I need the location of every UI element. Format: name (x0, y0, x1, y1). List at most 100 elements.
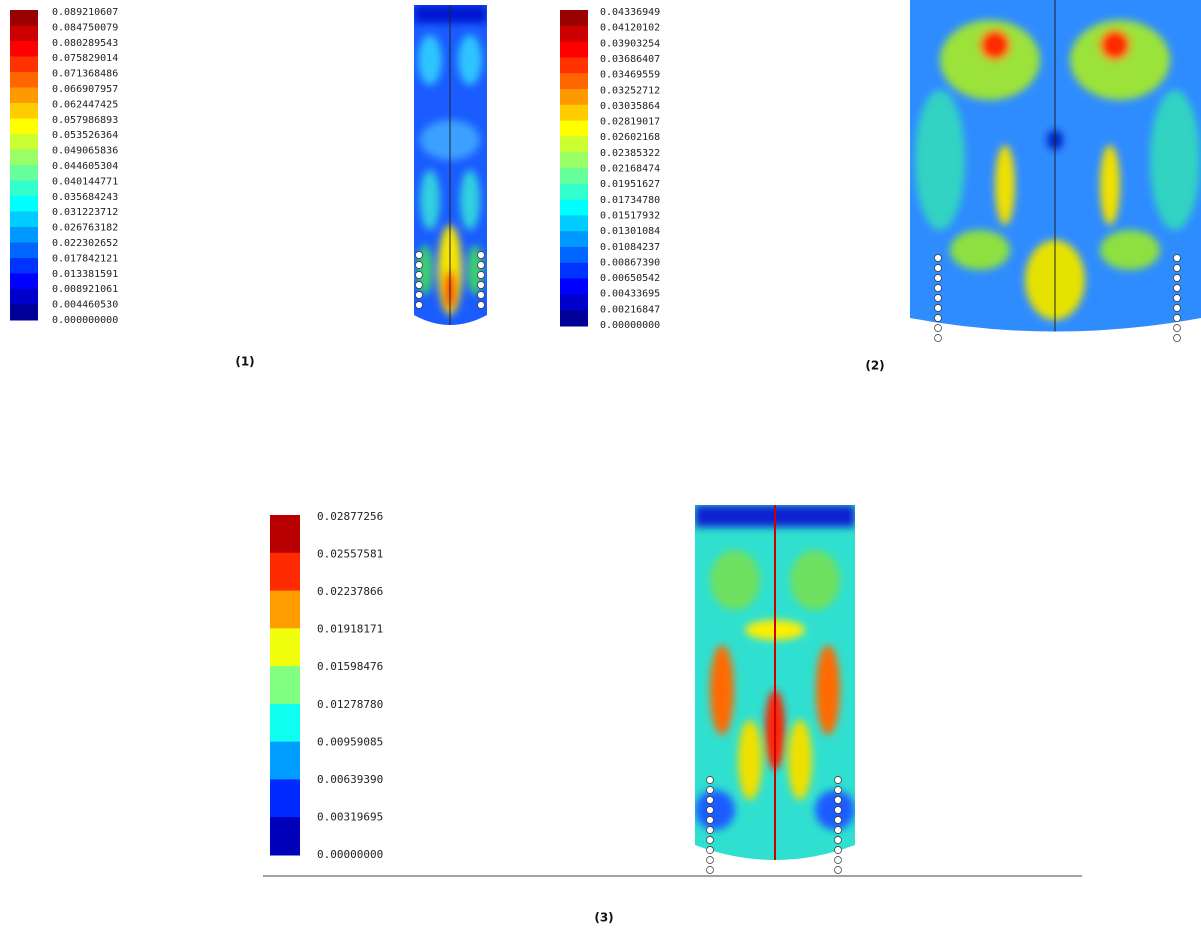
legend-label: 0.02819017 (600, 117, 660, 128)
legend-label: 0.02385322 (600, 148, 660, 159)
legend-swatch (270, 666, 300, 705)
legend-swatch (560, 215, 588, 232)
legend-swatch (270, 779, 300, 818)
legend-swatch (10, 227, 38, 243)
tube (1173, 334, 1181, 342)
legend-swatch (10, 149, 38, 166)
legend-label: 0.013381591 (52, 269, 118, 280)
legend-label: 0.017842121 (52, 253, 118, 264)
legend-swatch (560, 262, 588, 280)
tube (1173, 304, 1181, 312)
legend-label: 0.01084237 (600, 242, 660, 253)
tube (934, 314, 942, 322)
contour-plot (695, 505, 855, 860)
tube (934, 334, 942, 342)
tube (477, 301, 485, 309)
legend-swatch (560, 120, 588, 137)
tube (934, 324, 942, 332)
legend-swatch (560, 310, 588, 327)
tube (834, 816, 842, 824)
tube (834, 856, 842, 864)
legend-label: 0.00959085 (317, 735, 383, 748)
tube (706, 816, 714, 824)
legend-swatch (560, 25, 588, 43)
legend-label: 0.02557581 (317, 548, 383, 561)
legend-swatch (270, 817, 300, 856)
legend-swatch (560, 294, 588, 311)
tube (477, 251, 485, 259)
legend-swatch (560, 278, 588, 295)
legend-label: 0.022302652 (52, 238, 118, 249)
legend-swatch (560, 152, 588, 169)
legend-swatch (10, 118, 38, 135)
legend-label: 0.004460530 (52, 300, 118, 311)
legend-label: 0.03252712 (600, 85, 660, 96)
legend-swatch (560, 199, 588, 216)
tube (415, 251, 423, 259)
legend-swatch (10, 25, 38, 42)
legend-swatch (10, 273, 38, 290)
legend-swatch (270, 515, 300, 554)
legend-label: 0.00650542 (600, 273, 660, 284)
tube (706, 806, 714, 814)
legend-swatch (560, 168, 588, 185)
tube (706, 786, 714, 794)
legend-label: 0.035684243 (52, 192, 118, 203)
tube (834, 806, 842, 814)
legend-label: 0.00319695 (317, 810, 383, 823)
tube (834, 826, 842, 834)
legend-swatch (10, 87, 38, 104)
tube (415, 301, 423, 309)
tube (934, 274, 942, 282)
legend-label: 0.062447425 (52, 99, 118, 110)
tube (706, 826, 714, 834)
tube (415, 281, 423, 289)
legend-swatch (10, 180, 38, 197)
legend-swatch (10, 165, 38, 181)
legend-label: 0.026763182 (52, 223, 118, 234)
legend-label: 0.071368486 (52, 69, 118, 80)
legend-label: 0.057986893 (52, 115, 118, 126)
caption: (3) (594, 911, 613, 925)
tube (834, 786, 842, 794)
legend-label: 0.01301084 (600, 226, 660, 237)
legend-swatch (270, 552, 300, 592)
legend-swatch (560, 231, 588, 248)
legend-label: 0.02602168 (600, 132, 660, 143)
caption: (2) (865, 359, 884, 373)
legend-label: 0.075829014 (52, 53, 118, 64)
legend-swatch (10, 242, 38, 259)
tube (477, 261, 485, 269)
legend-label: 0.04120102 (600, 23, 660, 34)
legend-swatch (560, 104, 588, 122)
legend-label: 0.031223712 (52, 207, 118, 218)
tube (706, 856, 714, 864)
legend-label: 0.02237866 (317, 585, 383, 598)
legend-swatch (10, 289, 38, 305)
legend-label: 0.084750079 (52, 22, 118, 33)
legend-label: 0.03686407 (600, 54, 660, 65)
tube (415, 261, 423, 269)
contour-plot (414, 5, 487, 325)
tube (415, 291, 423, 299)
tube (1173, 284, 1181, 292)
legend-label: 0.03035864 (600, 101, 660, 112)
tube (706, 866, 714, 874)
tube (706, 836, 714, 844)
legend-swatch (10, 258, 38, 274)
legend-swatch (270, 590, 300, 629)
legend-swatch (560, 247, 588, 264)
legend-label: 0.01951627 (600, 179, 660, 190)
tube (834, 836, 842, 844)
tube (1173, 294, 1181, 302)
legend-label: 0.000000000 (52, 315, 118, 326)
legend-swatch (10, 134, 38, 150)
legend-swatch (560, 10, 588, 27)
legend-label: 0.00000000 (600, 320, 660, 331)
tube (1173, 324, 1181, 332)
legend-label: 0.00639390 (317, 773, 383, 786)
legend-label: 0.02877256 (317, 510, 383, 523)
legend-label: 0.00433695 (600, 289, 660, 300)
tube (834, 866, 842, 874)
